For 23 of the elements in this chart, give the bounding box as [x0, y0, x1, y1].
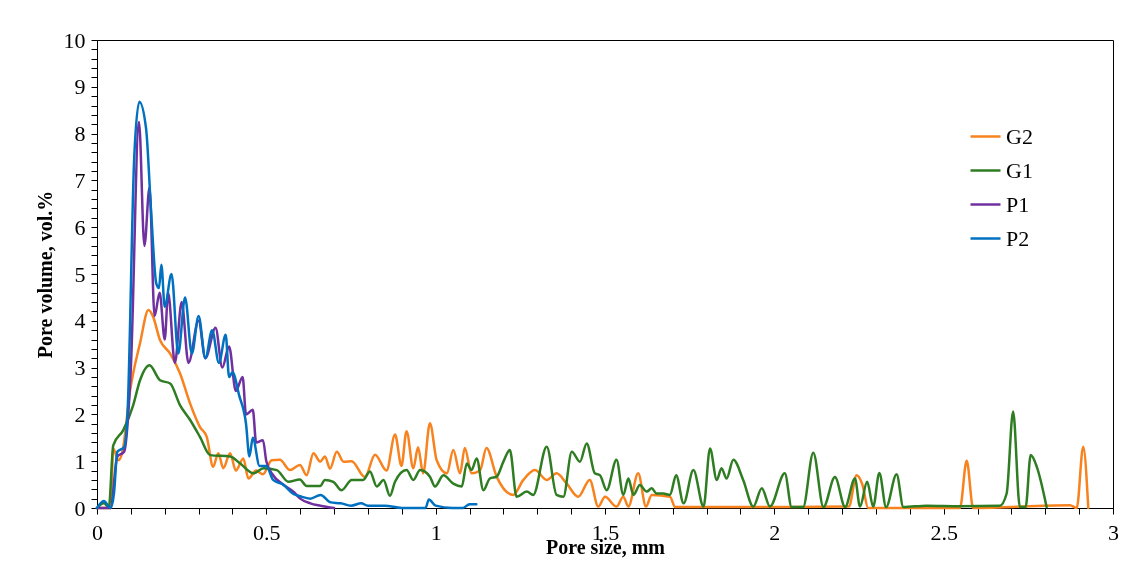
x-tick-label: 0	[92, 519, 103, 545]
y-tick-label: 10	[63, 27, 86, 53]
legend-label: P2	[1006, 225, 1030, 251]
legend-label: G1	[1006, 157, 1033, 183]
y-tick-label: 0	[74, 495, 86, 521]
y-tick-label: 7	[74, 167, 86, 193]
y-tick-label: 4	[74, 308, 86, 334]
legend-label: P1	[1006, 191, 1030, 217]
y-tick-label: 5	[74, 261, 86, 287]
x-tick-label: 3	[1108, 519, 1119, 545]
y-tick-label: 8	[74, 121, 86, 147]
line-series	[95, 100, 478, 510]
x-tick-label: 2	[769, 519, 781, 545]
x-tick-label: 2.5	[930, 519, 958, 545]
x-tick-label: 1	[430, 519, 442, 545]
y-tick-label: 6	[74, 214, 86, 240]
y-tick-label: 1	[74, 448, 86, 474]
y-axis-title: Pore volume, vol.%	[33, 190, 56, 359]
y-tick-label: 9	[74, 74, 86, 100]
y-tick-label: 2	[74, 401, 86, 427]
legend-label: G2	[1006, 123, 1033, 149]
y-tick-label: 3	[74, 355, 86, 381]
x-tick-label: 0.5	[253, 519, 281, 545]
